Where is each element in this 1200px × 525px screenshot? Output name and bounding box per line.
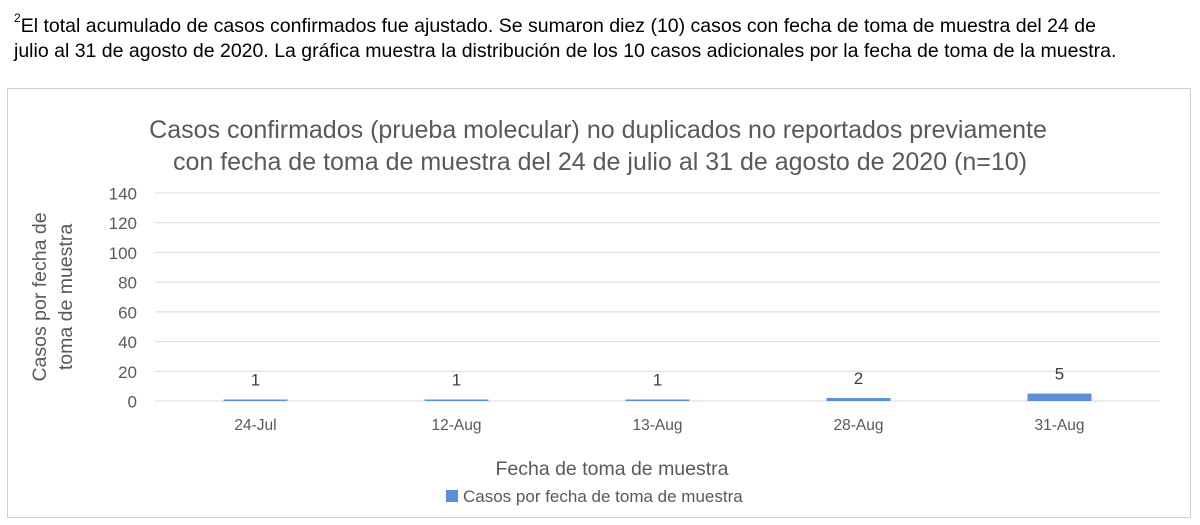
data-label-12-Aug: 1 (452, 371, 461, 390)
x-tick-label-12-Aug: 12-Aug (432, 417, 482, 434)
legend-swatch (446, 490, 458, 502)
bar-28-Aug (826, 398, 891, 401)
y-tick-label: 100 (109, 244, 137, 263)
y-axis-tick-labels: 0 20 40 60 80 100 120 140 (109, 185, 137, 412)
footnote-marker: 2 (14, 11, 21, 25)
bars (223, 393, 1092, 401)
bar-13-Aug (625, 399, 690, 401)
x-tick-label-24-Jul: 24-Jul (234, 417, 276, 434)
y-axis-label-line-1: Casos por fecha de (29, 212, 51, 381)
bar-12-Aug (424, 399, 489, 401)
y-tick-label: 0 (128, 393, 137, 412)
footnote-line-1: El total acumulado de casos confirmados … (20, 15, 1096, 37)
data-label-31-Aug: 5 (1055, 365, 1064, 384)
chart-title-line-2: con fecha de toma de muestra del 24 de j… (173, 148, 1027, 176)
y-axis-label: Casos por fecha de toma de muestra (29, 212, 77, 381)
footnote-line-2: julio al 31 de agosto de 2020. La gráfic… (14, 40, 1117, 62)
chart-title: Casos confirmados (prueba molecular) no … (149, 116, 1047, 176)
legend: Casos por fecha de toma de muestra (446, 487, 743, 506)
y-axis-label-line-2: toma de muestra (55, 224, 77, 370)
x-tick-label-31-Aug: 31-Aug (1035, 417, 1085, 434)
y-tick-label: 120 (109, 214, 137, 233)
legend-label: Casos por fecha de toma de muestra (463, 487, 743, 506)
y-tick-label: 60 (118, 303, 137, 322)
chart-frame (7, 88, 1191, 518)
y-tick-label: 80 (118, 274, 137, 293)
data-label-28-Aug: 2 (854, 369, 863, 388)
y-tick-label: 20 (118, 363, 137, 382)
bar-24-Jul (223, 399, 288, 401)
x-axis-tick-labels: 24-Jul 12-Aug 13-Aug 28-Aug 31-Aug (234, 417, 1084, 434)
data-labels: 1 1 1 2 5 (251, 365, 1064, 390)
x-tick-label-28-Aug: 28-Aug (834, 417, 884, 434)
y-tick-label: 40 (118, 333, 137, 352)
data-label-24-Jul: 1 (251, 371, 260, 390)
x-tick-label-13-Aug: 13-Aug (633, 417, 683, 434)
x-axis-label: Fecha de toma de muestra (495, 458, 728, 480)
y-tick-label: 140 (109, 185, 137, 204)
footnote: 2El total acumulado de casos confirmados… (14, 11, 1190, 64)
data-label-13-Aug: 1 (653, 371, 662, 390)
bar-31-Aug (1027, 393, 1092, 401)
chart-title-line-1: Casos confirmados (prueba molecular) no … (149, 116, 1047, 144)
